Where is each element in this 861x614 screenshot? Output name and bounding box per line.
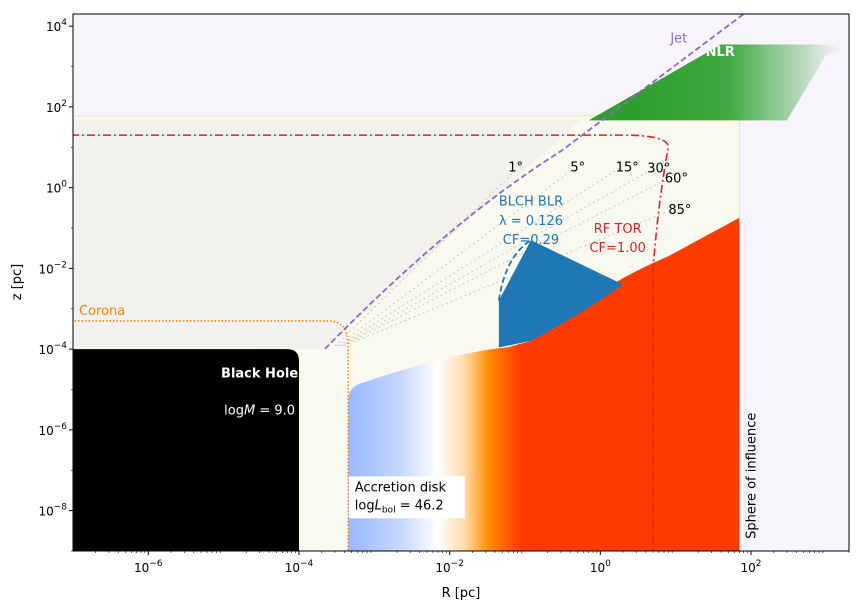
tick-label: 100	[590, 559, 611, 575]
tick-label: 10−6	[134, 559, 163, 575]
nlr-region	[588, 44, 840, 121]
angle-line	[338, 167, 620, 347]
disk-label-box	[348, 476, 465, 519]
torus-boundary-line	[73, 134, 670, 551]
angle-line	[344, 211, 667, 347]
black-hole-mass-label: logM = 9.0	[224, 404, 295, 419]
angle-labels: 1° 5° 15° 30°60° 85°	[508, 160, 691, 218]
angle-line	[342, 180, 665, 347]
black-hole-label: Black Hole	[221, 366, 298, 381]
disk-luminosity-label: logLbol = 46.2	[355, 498, 444, 515]
blr-name-label: BLCH BLR	[499, 195, 563, 210]
tick-label: 10−2	[435, 559, 464, 575]
tick-label: 102	[740, 559, 761, 575]
angle-label: 60°	[665, 171, 688, 186]
torus-name-label: RF TOR	[594, 222, 642, 237]
angle-label: 1°	[508, 160, 523, 175]
sphere-of-influence-label: Sphere of influence	[744, 413, 759, 539]
torus-cf-label: CF=1.00	[589, 241, 645, 256]
blr-cf-label: CF=0.29	[503, 233, 559, 248]
angle-line	[336, 167, 575, 347]
x-axis: 10−6 10−4 10−2 100 102	[95, 551, 850, 575]
y-axis: 10−8 10−6 10−4 10−2 100 102 104	[38, 18, 73, 552]
tick-label: 10−6	[38, 422, 67, 438]
tick-label: 10−4	[38, 341, 67, 357]
blr-region	[498, 240, 624, 348]
angle-line	[340, 170, 650, 347]
corona-label: Corona	[79, 304, 125, 319]
polar-grey-region	[73, 119, 581, 350]
plot-frame	[72, 13, 850, 552]
angle-label: 15°	[616, 160, 639, 175]
tick-label: 102	[46, 99, 67, 115]
viewing-angle-lines	[334, 167, 667, 347]
tick-label: 10−4	[285, 559, 314, 575]
black-hole-region	[73, 349, 299, 551]
angle-label: 5°	[570, 160, 585, 175]
tick-label: 10−2	[38, 260, 67, 276]
nlr-label: NLR	[706, 45, 735, 60]
tick-label: 10−8	[38, 503, 67, 519]
torus-region	[530, 217, 740, 551]
angle-label: 85°	[668, 203, 691, 218]
disk-title-label: Accretion disk	[355, 480, 447, 495]
x-axis-label: R [pc]	[442, 586, 481, 601]
blr-boundary-line	[497, 239, 532, 301]
tick-label: 104	[46, 18, 67, 34]
blr-lambda-label: λ = 0.126	[499, 214, 563, 229]
jet-label: Jet	[669, 31, 687, 46]
corona-boundary-line	[73, 320, 350, 551]
y-axis-label: z [pc]	[10, 264, 25, 301]
plot-labels: Black Hole logM = 9.0 Corona Accretion d…	[79, 31, 759, 539]
jet-line	[324, 14, 745, 350]
tick-label: 100	[46, 180, 67, 196]
angle-label: 30°	[647, 161, 670, 176]
